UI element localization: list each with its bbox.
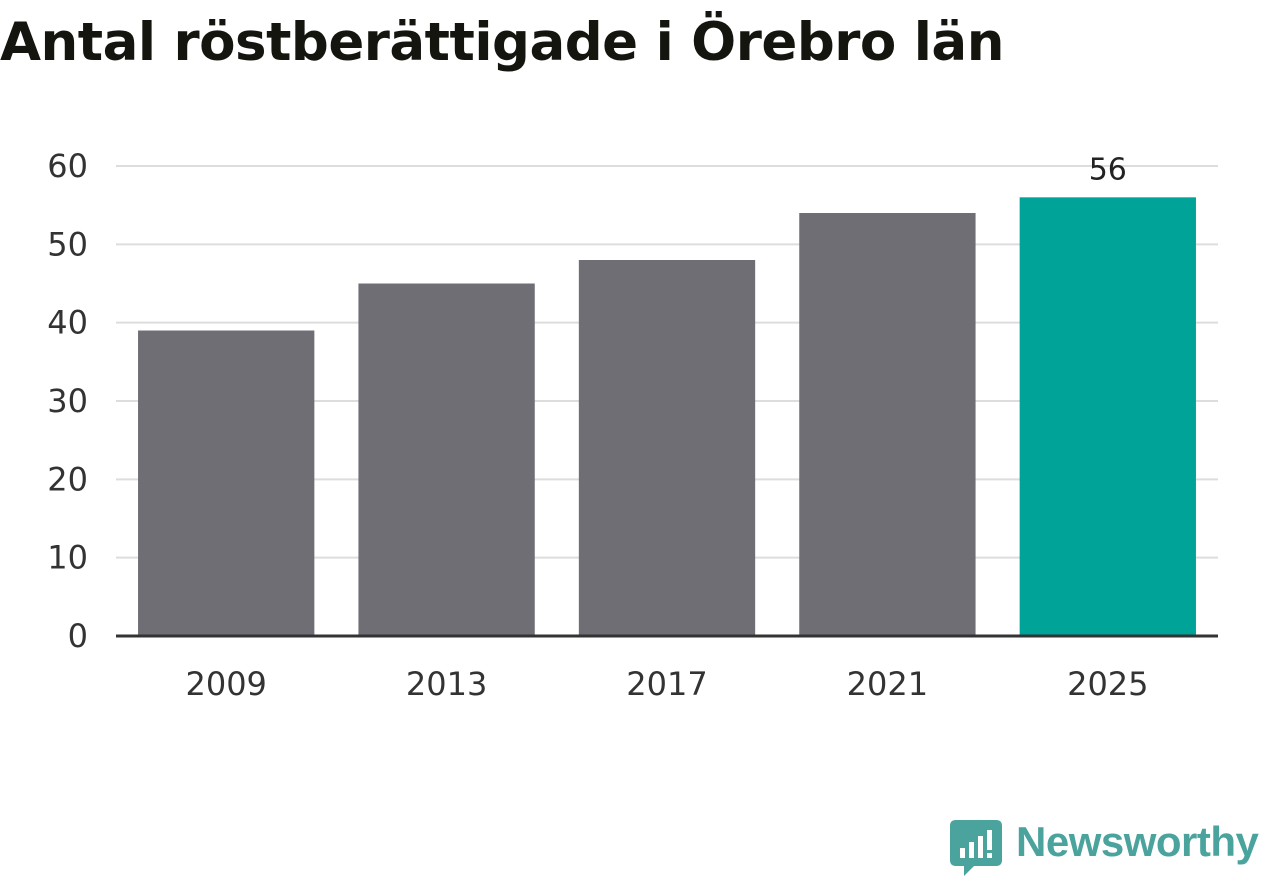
x-tick-label: 2025 [1067,665,1148,703]
y-tick-label: 50 [47,225,88,263]
x-axis-ticks: 2009 2013 2017 2021 2025 [185,665,1148,703]
brand-name: Newsworthy [1016,818,1259,865]
data-label: 56 [1089,152,1127,187]
y-tick-label: 20 [47,460,88,498]
x-tick-label: 2021 [847,665,928,703]
x-tick-label: 2017 [626,665,707,703]
y-tick-label: 30 [47,382,88,420]
newsworthy-logo[interactable]: Newsworthy [950,818,1262,876]
data-labels: 56 [1089,152,1127,187]
bar [138,330,315,636]
y-tick-label: 0 [68,617,88,655]
bars [138,197,1196,637]
x-tick-label: 2013 [406,665,487,703]
chart-title: Antal röstberättigade i Örebro län [0,12,1004,73]
bar [358,283,535,636]
y-tick-label: 10 [47,539,88,577]
bar [1019,197,1196,637]
bar [578,260,756,636]
bar [799,213,976,636]
y-tick-label: 60 [47,147,88,185]
y-tick-label: 40 [47,304,88,342]
y-axis-ticks: 0 10 20 30 40 50 60 [47,147,88,655]
newsworthy-chart-icon [950,820,1002,876]
x-tick-label: 2009 [185,665,266,703]
